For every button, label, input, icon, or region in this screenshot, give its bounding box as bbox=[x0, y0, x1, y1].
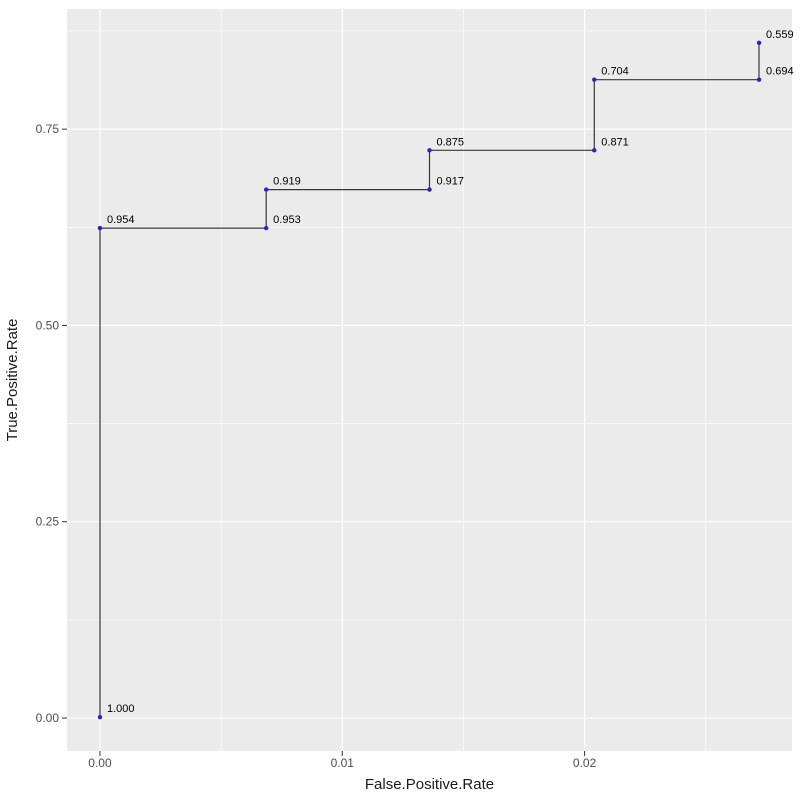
y-tick-label: 0.25 bbox=[36, 515, 60, 529]
x-tick-label: 0.00 bbox=[88, 756, 112, 770]
data-point bbox=[592, 77, 597, 82]
y-tick-label: 0.75 bbox=[36, 122, 60, 136]
plot-panel bbox=[67, 9, 792, 751]
data-point bbox=[97, 225, 103, 231]
y-tick-label: 0.00 bbox=[36, 711, 60, 725]
point-threshold-label: 0.919 bbox=[273, 176, 301, 188]
data-point bbox=[263, 225, 269, 231]
point-threshold-label: 0.559 bbox=[766, 29, 794, 41]
point-threshold-label: 0.704 bbox=[601, 66, 629, 78]
x-axis-title: False.Positive.Rate bbox=[365, 776, 494, 793]
y-tick-label: 0.50 bbox=[36, 318, 60, 332]
data-point bbox=[97, 715, 103, 720]
roc-step-line bbox=[99, 42, 760, 718]
data-point bbox=[756, 40, 762, 45]
data-point bbox=[263, 187, 269, 192]
point-threshold-label: 0.954 bbox=[107, 214, 135, 226]
chart-layer: 1.000 0.954 0.953 0.919 0.917 0.875 0.871 0.704… bbox=[36, 9, 794, 770]
x-tick-label: 0.02 bbox=[573, 756, 597, 770]
point-threshold-label: 1.000 bbox=[107, 703, 135, 715]
point-threshold-label: 0.694 bbox=[766, 66, 794, 78]
point-threshold-label: 0.871 bbox=[601, 136, 629, 148]
point-threshold-label: 0.953 bbox=[273, 214, 301, 226]
data-point bbox=[756, 77, 762, 82]
data-point bbox=[427, 148, 432, 153]
x-tick-label: 0.01 bbox=[331, 756, 355, 770]
point-threshold-label: 0.917 bbox=[437, 176, 465, 188]
data-point bbox=[427, 187, 432, 192]
data-point bbox=[592, 148, 597, 153]
y-axis-title: True.Positive.Rate bbox=[4, 319, 21, 442]
point-threshold-label: 0.875 bbox=[437, 136, 465, 148]
